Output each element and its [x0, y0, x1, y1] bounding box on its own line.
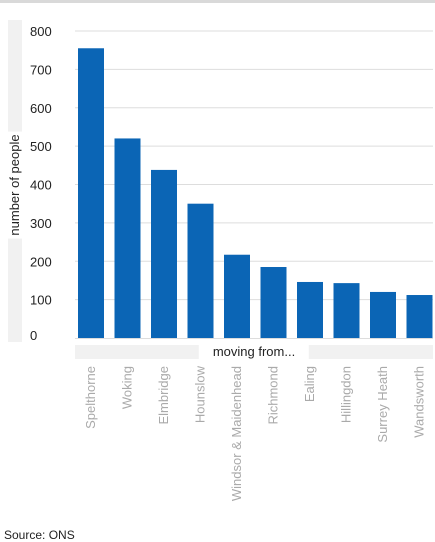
bar-woking [114, 138, 141, 338]
x-tick-labels: Spelthorne Woking Elmbridge Hounslow Windsor… [83, 365, 427, 501]
y-tick-label: 300 [30, 216, 52, 231]
x-axis-title: moving from... [198, 343, 310, 361]
y-tick-label: 0 [30, 328, 37, 343]
y-tick-label: 600 [30, 101, 52, 116]
x-tick-label: Surrey Heath [375, 366, 390, 443]
x-tick-label: Spelthorne [83, 366, 98, 429]
x-tick-label: Ealing [302, 366, 317, 402]
source-label: Source: [4, 528, 46, 542]
x-tick-label: Wandsworth [412, 366, 427, 438]
y-tick-label: 100 [30, 293, 52, 308]
top-rule [0, 0, 435, 3]
x-tick-label: Windsor & Maidenhead [229, 366, 244, 501]
source-name: ONS [48, 528, 75, 542]
bar-hounslow [187, 203, 214, 338]
bar-elmbridge [151, 169, 177, 338]
x-tick-label: Hillingdon [339, 366, 354, 423]
bar-spelthorne [78, 48, 104, 339]
x-tick-label: Elmbridge [156, 366, 171, 425]
x-tick-label: Woking [120, 366, 135, 409]
x-tick-label: Richmond [266, 366, 281, 425]
y-tick-label: 700 [30, 62, 52, 77]
bar-richmond [260, 267, 287, 338]
bar-hillingdon [333, 283, 360, 338]
y-tick-label: 400 [30, 178, 52, 193]
source-note: Source: ONS [4, 528, 75, 542]
bar-wandsworth [406, 295, 433, 338]
y-tick-label: 200 [30, 254, 52, 269]
y-tick-label: 800 [30, 24, 52, 39]
bar-ealing [297, 281, 323, 338]
x-tick-label: Hounslow [193, 365, 208, 423]
y-tick-label: 500 [30, 139, 52, 154]
bar-surrey-heath [370, 291, 396, 338]
y-tick-labels: 0 100 200 300 400 500 600 700 800 [30, 24, 52, 343]
y-axis-title: number of people [7, 131, 23, 239]
bars [78, 48, 433, 339]
bar-windsor-maidenhead [224, 254, 250, 338]
